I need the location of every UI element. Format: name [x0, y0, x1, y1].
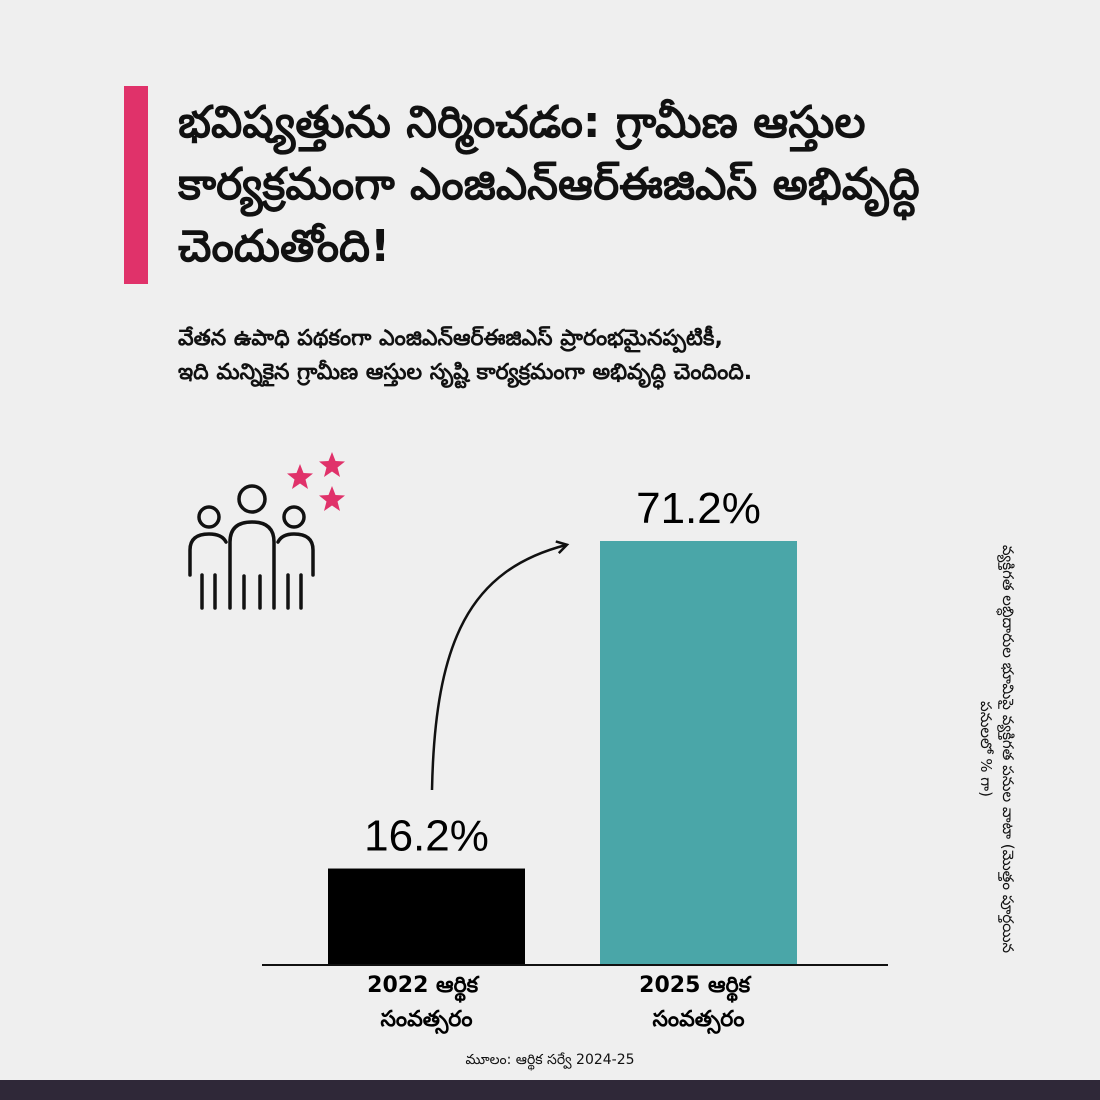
bar-2025 — [600, 541, 797, 965]
star-icon — [319, 486, 345, 511]
star-icon — [287, 464, 313, 489]
subtitle-line-2: ఇది మన్నికైన గ్రామీణ ఆస్తుల సృష్టి కార్య… — [178, 360, 753, 385]
source-note: మూలం: ఆర్థిక సర్వే 2024-25 — [465, 1052, 635, 1068]
category-label-2022-line1: 2022 ఆర్థిక — [367, 973, 479, 1003]
footer-bar — [0, 1080, 1100, 1100]
category-label-2025-line1: 2025 ఆర్థిక — [639, 973, 751, 1003]
page-title: భవిష్యత్తును నిర్మించడం: గ్రామీణ ఆస్తుల … — [178, 97, 920, 272]
value-label-2022: 16.2% — [364, 812, 489, 861]
bar-2022 — [328, 868, 525, 965]
category-label-2025-line2: సంవత్సరం — [652, 1007, 744, 1035]
subtitle: వేతన ఉపాధి పథకంగా ఎంజిఎన్ఆర్ఈజిఎస్ ప్రార… — [178, 322, 1038, 390]
arrow-icon — [430, 545, 566, 791]
category-label-2022-line2: సంవత్సరం — [380, 1007, 472, 1035]
category-label-2022: 2022 ఆర్థిక సంవత్సరం — [367, 973, 486, 1035]
accent-bar — [124, 86, 148, 284]
subtitle-line-1: వేతన ఉపాధి పథకంగా ఎంజిఎన్ఆర్ఈజిఎస్ ప్రార… — [178, 326, 723, 351]
y-axis-label: వ్యక్తిగత లబ్ధిదారుల భూమిపై వ్యక్తిగత పన… — [977, 544, 1017, 954]
star-icon — [319, 452, 345, 477]
people-icon — [188, 452, 345, 610]
value-label-2025: 71.2% — [636, 484, 761, 533]
category-label-2025: 2025 ఆర్థిక సంవత్సరం — [639, 973, 758, 1035]
